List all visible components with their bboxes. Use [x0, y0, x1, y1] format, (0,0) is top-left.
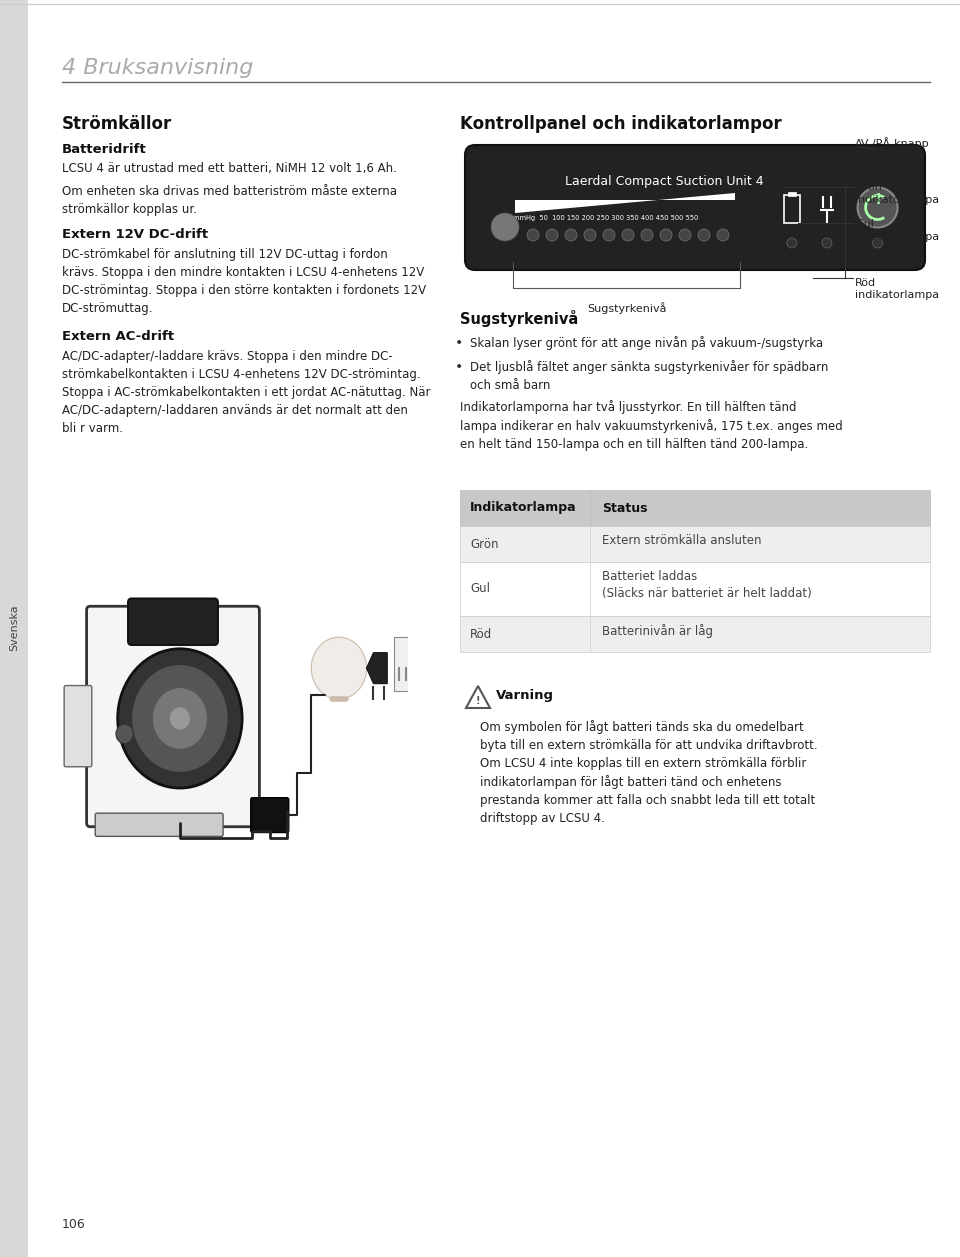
- Text: 4 Bruksanvisning: 4 Bruksanvisning: [62, 58, 253, 78]
- Circle shape: [153, 688, 207, 749]
- FancyBboxPatch shape: [86, 606, 259, 827]
- Text: Det ljusblå fältet anger sänkta sugstyrkenivåer för spädbarn
och små barn: Det ljusblå fältet anger sänkta sugstyrk…: [470, 360, 828, 392]
- Circle shape: [660, 229, 672, 241]
- Text: Grön: Grön: [470, 538, 498, 551]
- Circle shape: [622, 229, 634, 241]
- Text: DC-strömkabel för anslutning till 12V DC-uttag i fordon
krävs. Stoppa i den mind: DC-strömkabel för anslutning till 12V DC…: [62, 248, 426, 316]
- Circle shape: [679, 229, 691, 241]
- Text: Om symbolen för lågt batteri tänds ska du omedelbart
byta till en extern strömkä: Om symbolen för lågt batteri tänds ska d…: [480, 720, 818, 826]
- Text: Grön
indikatorlampa: Grön indikatorlampa: [855, 182, 939, 205]
- Text: mmHg  50  100 150 200 250 300 350 400 450 500 550: mmHg 50 100 150 200 250 300 350 400 450 …: [513, 215, 698, 221]
- Text: Batteridrift: Batteridrift: [62, 143, 147, 156]
- Circle shape: [565, 229, 577, 241]
- Bar: [460, 616, 930, 652]
- Text: Sugstyrkenivå: Sugstyrkenivå: [587, 302, 666, 314]
- Circle shape: [527, 229, 539, 241]
- Text: 106: 106: [62, 1218, 85, 1232]
- Text: Röd: Röd: [470, 627, 492, 641]
- Bar: [460, 490, 930, 525]
- Circle shape: [546, 229, 558, 241]
- Text: Batteriet laddas
(Släcks när batteriet är helt laddat): Batteriet laddas (Släcks när batteriet ä…: [602, 569, 812, 600]
- Circle shape: [787, 238, 797, 248]
- Bar: [0, 0, 28, 1257]
- Text: LCSU 4 är utrustad med ett batteri, NiMH 12 volt 1,6 Ah.: LCSU 4 är utrustad med ett batteri, NiMH…: [62, 162, 396, 175]
- Text: !: !: [476, 696, 480, 706]
- Text: Röd
indikatorlampa: Röd indikatorlampa: [855, 278, 939, 300]
- FancyBboxPatch shape: [64, 685, 92, 767]
- Text: Laerdal Compact Suction Unit 4: Laerdal Compact Suction Unit 4: [564, 175, 763, 189]
- Text: Skalan lyser grönt för att ange nivån på vakuum-/sugstyrka: Skalan lyser grönt för att ange nivån på…: [470, 336, 823, 349]
- FancyBboxPatch shape: [465, 145, 925, 270]
- Polygon shape: [515, 194, 735, 212]
- Circle shape: [118, 649, 242, 788]
- Text: •: •: [455, 336, 464, 349]
- Circle shape: [311, 637, 367, 699]
- Text: Sugstyrkenivå: Sugstyrkenivå: [460, 310, 578, 327]
- Text: Extern strömkälla ansluten: Extern strömkälla ansluten: [602, 534, 761, 547]
- Text: Kontrollpanel och indikatorlampor: Kontrollpanel och indikatorlampor: [460, 114, 781, 133]
- Bar: [783, 195, 800, 222]
- Text: Gul: Gul: [470, 582, 490, 596]
- Bar: [460, 525, 930, 562]
- Text: Extern 12V DC-drift: Extern 12V DC-drift: [62, 228, 208, 241]
- Polygon shape: [367, 652, 387, 684]
- Circle shape: [857, 187, 898, 228]
- Text: Indikatorlamporna har två ljusstyrkor. En till hälften tänd
lampa indikerar en h: Indikatorlamporna har två ljusstyrkor. E…: [460, 400, 843, 451]
- Circle shape: [822, 238, 832, 248]
- Bar: [788, 192, 796, 196]
- Text: •: •: [455, 360, 464, 375]
- Circle shape: [170, 706, 190, 730]
- Text: Om enheten ska drivas med batteriström måste externa
strömkällor kopplas ur.: Om enheten ska drivas med batteriström m…: [62, 185, 397, 216]
- Bar: [460, 562, 930, 616]
- Circle shape: [116, 724, 133, 744]
- FancyBboxPatch shape: [128, 598, 218, 645]
- Bar: [395, 637, 412, 691]
- Circle shape: [603, 229, 615, 241]
- Circle shape: [584, 229, 596, 241]
- Text: Status: Status: [602, 502, 647, 514]
- Text: AV-/PÅ-knapp: AV-/PÅ-knapp: [855, 137, 929, 148]
- Circle shape: [698, 229, 710, 241]
- Circle shape: [132, 664, 228, 773]
- Circle shape: [641, 229, 653, 241]
- Text: Extern AC-drift: Extern AC-drift: [62, 331, 174, 343]
- Text: Strömkällor: Strömkällor: [62, 114, 172, 133]
- Circle shape: [873, 238, 882, 248]
- Circle shape: [491, 212, 519, 241]
- Text: Varning: Varning: [496, 690, 554, 703]
- Text: Svenska: Svenska: [9, 605, 19, 651]
- Circle shape: [717, 229, 729, 241]
- Text: Indikatorlampa: Indikatorlampa: [470, 502, 577, 514]
- FancyBboxPatch shape: [251, 798, 289, 832]
- FancyBboxPatch shape: [95, 813, 223, 836]
- Text: Gul
indikatorlampa: Gul indikatorlampa: [855, 219, 939, 241]
- Text: AC/DC-adapter/-laddare krävs. Stoppa i den mindre DC-
strömkabelkontakten i LCSU: AC/DC-adapter/-laddare krävs. Stoppa i d…: [62, 349, 430, 435]
- Text: Batterinivån är låg: Batterinivån är låg: [602, 623, 713, 639]
